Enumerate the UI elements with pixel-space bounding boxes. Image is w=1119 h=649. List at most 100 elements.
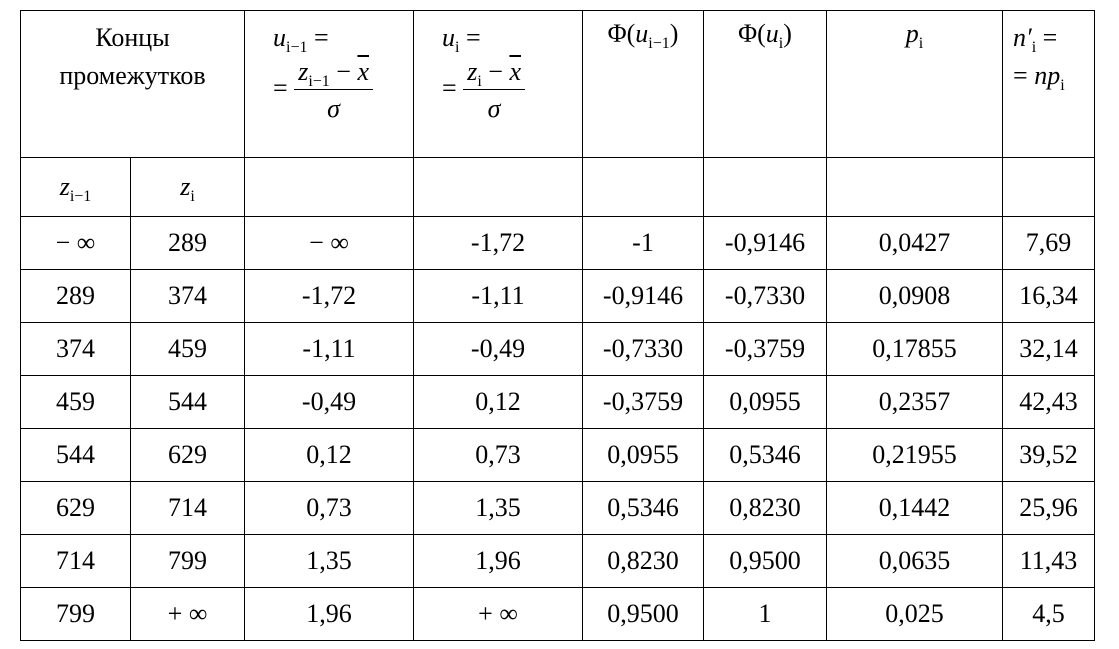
eq: = — [1013, 61, 1028, 90]
cell: -0,49 — [244, 375, 415, 429]
data-row: − ∞ 289− ∞ -1,72 -1 -0,9146 0,0427 7,69 — [20, 216, 1096, 270]
cell: 0,0427 — [826, 216, 1004, 270]
var: p — [905, 19, 919, 48]
cell: 289 — [129, 216, 246, 270]
cell: 1,35 — [244, 534, 415, 588]
fn: Φ — [738, 19, 758, 48]
cell: 0,0908 — [826, 269, 1004, 323]
var: n′ — [1013, 23, 1032, 52]
empty-cell — [582, 157, 705, 217]
cell: 544 — [20, 428, 131, 482]
eq: = — [313, 23, 329, 52]
header-cell: pi — [826, 10, 1004, 158]
cell: 1,96 — [413, 534, 584, 588]
cell: + ∞ — [129, 587, 246, 641]
minus: − — [336, 57, 351, 86]
sub: i — [190, 188, 195, 205]
cell: 42,43 — [1002, 375, 1096, 429]
cell: 0,9500 — [703, 534, 828, 588]
sub: i−1 — [286, 39, 308, 56]
cell: 0,8230 — [703, 481, 828, 535]
cell: 714 — [129, 481, 246, 535]
cell: 1 — [703, 587, 828, 641]
subheader-cell: zi — [129, 157, 246, 217]
var: u — [765, 19, 779, 48]
cell: 0,73 — [244, 481, 415, 535]
cell: 0,2357 — [826, 375, 1004, 429]
var: x — [357, 57, 369, 86]
sub: i — [918, 35, 924, 52]
paren: ) — [669, 19, 679, 48]
var: x — [509, 57, 521, 86]
sub: i−1 — [69, 188, 92, 205]
cell: 1,96 — [244, 587, 415, 641]
empty-cell — [826, 157, 1004, 217]
cell: 0,8230 — [582, 534, 705, 588]
header-text: Концы — [95, 23, 170, 52]
cell: 16,34 — [1002, 269, 1096, 323]
empty-cell — [703, 157, 828, 217]
cell: 0,5346 — [582, 481, 705, 535]
cell: 0,73 — [413, 428, 584, 482]
var: z — [467, 57, 478, 86]
sub: i−1 — [308, 73, 330, 90]
data-row: 714 799 1,35 1,96 0,8230 0,9500 0,0635 11,43 — [20, 534, 1096, 588]
eq: = — [1042, 23, 1058, 52]
header-cell: n′i = = npi — [1002, 10, 1096, 158]
data-row: 544 629 0,12 0,73 0,0955 0,5346 0,21955 39,52 — [20, 428, 1096, 482]
var: u — [635, 19, 649, 48]
cell: 459 — [20, 375, 131, 429]
data-row: 459 544 -0,49 0,12 -0,3759 0,0955 0,2357 42,43 — [20, 375, 1096, 429]
var: z — [180, 172, 191, 201]
header-cell: Φ(ui) — [703, 10, 828, 158]
cell: 25,96 — [1002, 481, 1096, 535]
cell: -0,49 — [413, 322, 584, 376]
cell: 0,0955 — [703, 375, 828, 429]
empty-cell — [413, 157, 584, 217]
cell: -1 — [582, 216, 705, 270]
eq: = — [465, 23, 481, 52]
data-row: 799 + ∞ 1,96 + ∞ 0,9500 1 0,025 4,5 — [20, 587, 1096, 641]
cell: 32,14 — [1002, 322, 1096, 376]
cell: 0,1442 — [826, 481, 1004, 535]
cell: 0,0955 — [582, 428, 705, 482]
minus: − — [488, 57, 503, 86]
cell: − ∞ — [244, 216, 415, 270]
empty-cell — [1002, 157, 1096, 217]
cell: 0,025 — [826, 587, 1004, 641]
cell: 7,69 — [1002, 216, 1096, 270]
cell: 11,43 — [1002, 534, 1096, 588]
header-cell: Φ(ui−1) — [582, 10, 705, 158]
sub: i−1 — [648, 35, 670, 52]
cell: 799 — [20, 587, 131, 641]
cell: + ∞ — [413, 587, 584, 641]
data-row: 289 374 -1,72 -1,11 -0,9146 -0,7330 0,0908 16,3… — [20, 269, 1096, 323]
cell: 0,21955 — [826, 428, 1004, 482]
cell: -0,9146 — [582, 269, 705, 323]
cell: 39,52 — [1002, 428, 1096, 482]
cell: 4,5 — [1002, 587, 1096, 641]
cell: 629 — [20, 481, 131, 535]
cell: -0,3759 — [703, 322, 828, 376]
cell: -0,3759 — [582, 375, 705, 429]
subheader-cell: zi−1 — [20, 157, 131, 217]
sub: i — [455, 39, 460, 56]
cell: -0,7330 — [582, 322, 705, 376]
data-row: 629 714 0,73 1,35 0,5346 0,8230 0,1442 25,96 — [20, 481, 1096, 535]
subheader-row: zi−1 zi — [20, 157, 1096, 217]
empty-cell — [244, 157, 415, 217]
cell: 714 — [20, 534, 131, 588]
var: σ — [327, 94, 340, 123]
var: z — [298, 57, 309, 86]
paren: ( — [626, 19, 636, 48]
eq: = — [273, 73, 288, 103]
cell: − ∞ — [20, 216, 131, 270]
cell: 459 — [129, 322, 246, 376]
var: u — [273, 23, 287, 52]
var: σ — [487, 94, 501, 123]
cell: 374 — [20, 322, 131, 376]
